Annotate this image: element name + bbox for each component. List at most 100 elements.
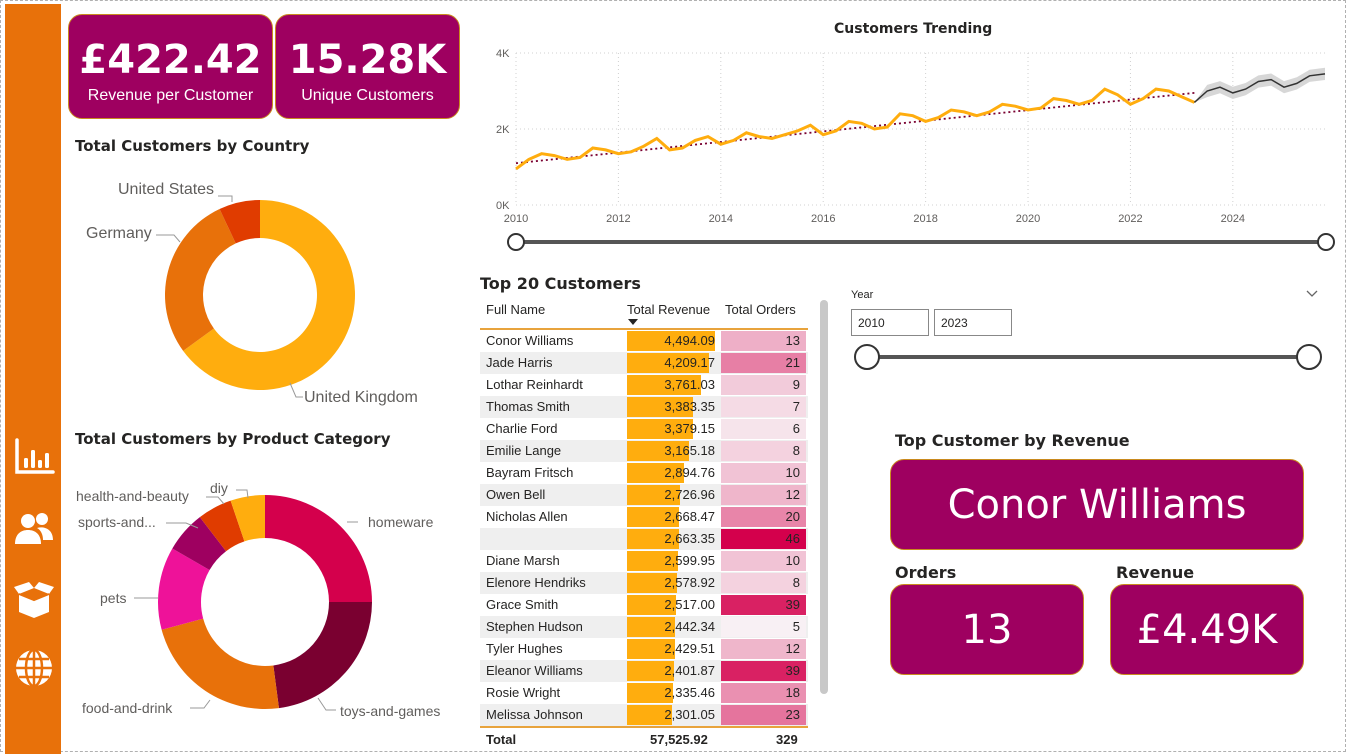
table-row[interactable]: Grace Smith 2,517.00 39 [480, 594, 808, 616]
revenue-data-bar [627, 353, 710, 373]
table-header: Full Name Total Revenue Total Orders [480, 298, 808, 330]
cell-total-revenue: 2,894.76 [627, 463, 715, 483]
revenue-data-bar [627, 331, 715, 351]
country-label-united-kingdom: United Kingdom [304, 389, 418, 406]
total-revenue: 57,525.92 [650, 732, 708, 747]
country-slice-united-states[interactable] [219, 200, 260, 244]
table-row[interactable]: Bayram Fritsch 2,894.76 10 [480, 462, 808, 484]
cell-full-name: Grace Smith [486, 597, 559, 612]
category-label-pets: pets [100, 590, 127, 606]
top-customer-orders-card: 13 [890, 584, 1084, 675]
table-row[interactable]: Thomas Smith 3,383.35 7 [480, 396, 808, 418]
cell-total-revenue: 2,663.35 [627, 529, 715, 549]
table-row[interactable]: Melissa Johnson 2,301.05 23 [480, 704, 808, 726]
chevron-down-icon[interactable] [1306, 290, 1318, 298]
category-label-food-and-drink: food-and-drink [82, 700, 173, 716]
country-slice-united-kingdom[interactable] [183, 200, 355, 390]
table-row[interactable]: Charlie Ford 3,379.15 6 [480, 418, 808, 440]
year-slider-start-handle[interactable] [854, 344, 880, 370]
total-orders: 329 [776, 732, 798, 747]
year-slider[interactable] [866, 355, 1310, 359]
category-slice-homeware[interactable] [265, 495, 372, 602]
table-row[interactable]: Emilie Lange 3,165.18 8 [480, 440, 808, 462]
cell-full-name: Eleanor Williams [486, 663, 583, 678]
category-slice-food-and-drink[interactable] [161, 618, 279, 709]
table-row[interactable]: Stephen Hudson 2,442.34 5 [480, 616, 808, 638]
cell-total-orders: 8 [721, 573, 806, 593]
category-label-toys-and-games: toys-and-games [340, 703, 441, 719]
trend-slider-end-handle[interactable] [1317, 233, 1335, 251]
revenue-data-bar [627, 397, 694, 417]
cell-full-name: Conor Williams [486, 333, 574, 348]
cell-total-orders: 9 [721, 375, 806, 395]
year-from-input[interactable]: 2010 [851, 309, 929, 336]
revenue-value: 3,379.15 [664, 421, 715, 436]
country-chart-title: Total Customers by Country [75, 137, 310, 155]
table-row[interactable]: Owen Bell 2,726.96 12 [480, 484, 808, 506]
revenue-value: 2,335.46 [664, 685, 715, 700]
globe-icon[interactable] [13, 647, 55, 689]
revenue-label: Revenue [1116, 563, 1195, 582]
cell-total-revenue: 2,301.05 [627, 705, 715, 725]
table-row[interactable]: Diane Marsh 2,599.95 10 [480, 550, 808, 572]
revenue-data-bar [627, 375, 701, 395]
actual-series-line [515, 87, 1196, 171]
table-row[interactable]: Nicholas Allen 2,668.47 20 [480, 506, 808, 528]
cell-full-name: Tyler Hughes [486, 641, 563, 656]
category-leader-lines [134, 489, 358, 711]
category-slice-sports-and-[interactable] [172, 517, 227, 570]
cell-full-name: Emilie Lange [486, 443, 562, 458]
box-icon[interactable] [13, 578, 55, 620]
cell-total-orders: 8 [721, 441, 806, 461]
unique-customers-card: 15.28K Unique Customers [275, 14, 460, 119]
x-tick-label: 2020 [1016, 213, 1040, 225]
revenue-data-bar [627, 529, 680, 549]
table-row[interactable]: Conor Williams 4,494.09 13 [480, 330, 808, 352]
cell-total-revenue: 2,335.46 [627, 683, 715, 703]
revenue-per-customer-card: £422.42 Revenue per Customer [68, 14, 273, 119]
table-row[interactable]: Eleanor Williams 2,401.87 39 [480, 660, 808, 682]
revenue-value: 4,494.09 [664, 333, 715, 348]
table-row[interactable]: Elenore Hendriks 2,578.92 8 [480, 572, 808, 594]
revenue-value: 2,726.96 [664, 487, 715, 502]
revenue-value: 2,429.51 [664, 641, 715, 656]
x-tick-label: 2018 [913, 213, 937, 225]
cell-total-orders: 6 [721, 419, 806, 439]
cell-total-orders: 20 [721, 507, 806, 527]
users-icon[interactable] [13, 508, 55, 550]
revenue-data-bar [627, 705, 673, 725]
bar-chart-icon[interactable] [13, 434, 55, 476]
column-header-total-orders[interactable]: Total Orders [725, 302, 796, 317]
column-header-total-revenue[interactable]: Total Revenue [627, 302, 711, 317]
cell-total-revenue: 4,494.09 [627, 331, 715, 351]
trend-slider-start-handle[interactable] [507, 233, 525, 251]
table-row[interactable]: Tyler Hughes 2,429.51 12 [480, 638, 808, 660]
cell-total-orders: 46 [721, 529, 806, 549]
table-row[interactable]: Jade Harris 4,209.17 21 [480, 352, 808, 374]
country-leader-lines [156, 195, 303, 398]
cell-total-revenue: 3,165.18 [627, 441, 715, 461]
category-slice-health-and-beauty[interactable] [230, 495, 265, 542]
x-tick-label: 2014 [709, 213, 733, 225]
cell-total-orders: 12 [721, 485, 806, 505]
table-row[interactable]: Lothar Reinhardt 3,761.03 9 [480, 374, 808, 396]
table-body: Conor Williams 4,494.09 13 Jade Harris 4,209… [480, 330, 808, 726]
revenue-data-bar [627, 419, 694, 439]
table-scrollbar[interactable] [820, 300, 828, 694]
cell-total-orders: 10 [721, 551, 806, 571]
table-row[interactable]: Rosie Wright 2,335.46 18 [480, 682, 808, 704]
total-label: Total [486, 732, 517, 747]
country-slice-germany[interactable] [165, 209, 236, 351]
table-row[interactable]: 2,663.35 46 [480, 528, 808, 550]
year-slider-end-handle[interactable] [1296, 344, 1322, 370]
column-header-full-name[interactable]: Full Name [486, 302, 546, 317]
cell-full-name: Elenore Hendriks [486, 575, 586, 590]
cell-full-name: Stephen Hudson [486, 619, 583, 634]
category-slice-toys-and-games[interactable] [273, 602, 372, 709]
trend-slider[interactable] [515, 240, 1325, 244]
category-slice-pets[interactable] [158, 548, 210, 630]
cell-total-orders: 10 [721, 463, 806, 483]
category-slice-diy[interactable] [199, 500, 245, 552]
revenue-value: 2,663.35 [664, 531, 715, 546]
year-to-input[interactable]: 2023 [934, 309, 1012, 336]
